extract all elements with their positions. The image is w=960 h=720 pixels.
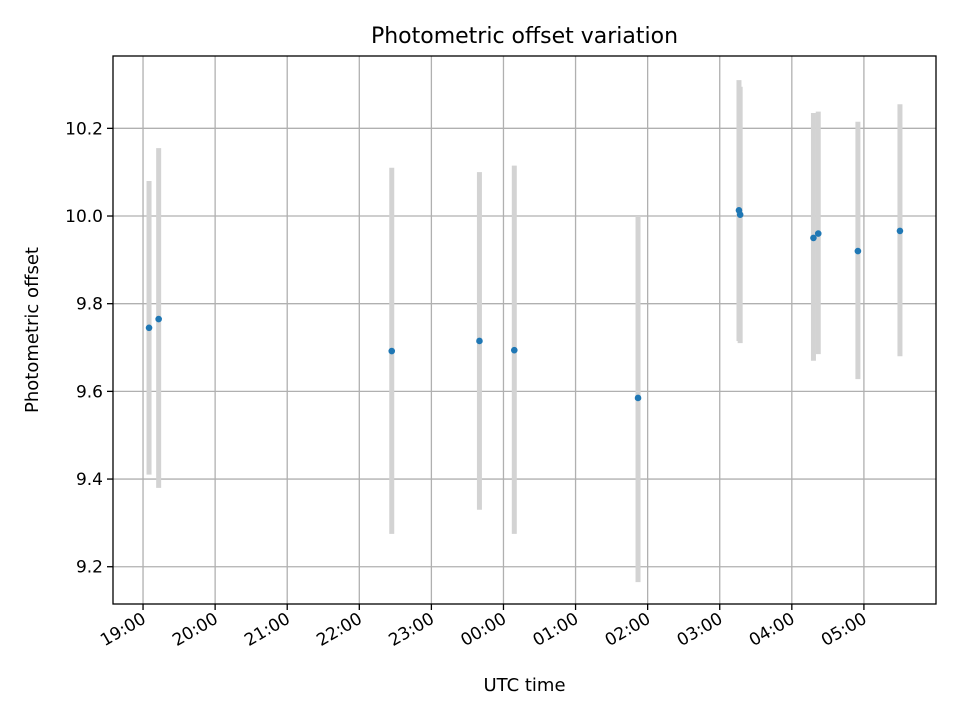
grid-layer [113, 56, 936, 604]
plot-frame [112, 55, 937, 605]
y-tick-label: 9.6 [76, 382, 103, 402]
x-axis-label: UTC time [483, 675, 565, 696]
data-point [810, 234, 817, 242]
y-axis-label: Photometric offset [22, 247, 43, 413]
data-point [854, 247, 862, 255]
data-point [736, 211, 744, 219]
data-point [388, 347, 396, 355]
data-point [476, 337, 483, 345]
point-layer [145, 207, 904, 402]
y-tick-label: 10.2 [65, 119, 103, 139]
data-point [634, 394, 642, 402]
data-point [145, 324, 153, 332]
y-tick-label: 9.2 [76, 558, 103, 578]
y-tick-label: 9.8 [76, 295, 103, 315]
data-point [510, 346, 518, 354]
y-tick-label: 9.4 [76, 470, 103, 490]
data-point [814, 230, 822, 237]
data-point [896, 227, 904, 235]
chart-title: Photometric offset variation [371, 24, 678, 49]
y-tick-label: 10.0 [65, 207, 103, 227]
data-point [155, 315, 162, 323]
